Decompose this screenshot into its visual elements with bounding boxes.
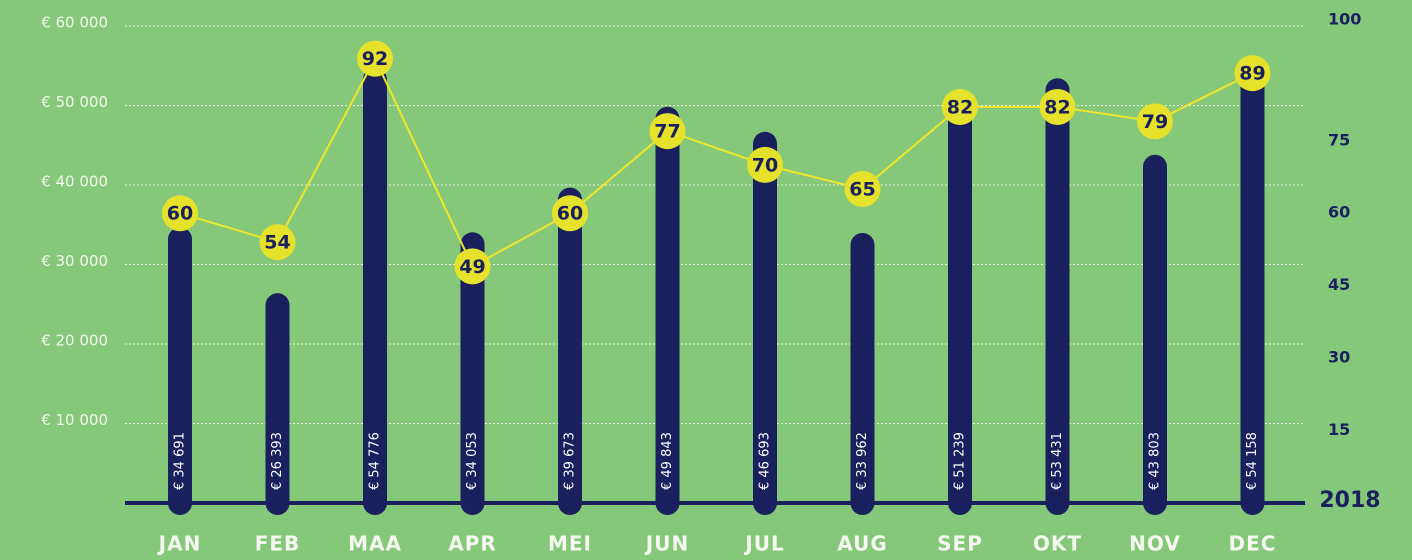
x-tick-label: JAN xyxy=(157,532,202,556)
point xyxy=(1039,88,1076,125)
point-label: 89 xyxy=(1239,63,1265,85)
value-label: € 43 803 xyxy=(1148,432,1163,490)
y2-tick-label: 30 xyxy=(1328,348,1350,367)
x-tick-label: AUG xyxy=(837,532,888,556)
value-label: € 34 691 xyxy=(173,432,188,490)
bar xyxy=(655,106,680,515)
point xyxy=(454,248,491,285)
y2-tick-label: 15 xyxy=(1328,420,1350,439)
x-tick-label: FEB xyxy=(255,532,301,556)
y-tick-label: € 50 000 xyxy=(41,93,108,111)
bar xyxy=(363,67,387,516)
point-label: 82 xyxy=(947,96,973,118)
bar xyxy=(1240,72,1265,515)
x-tick-label: OKT xyxy=(1033,532,1082,556)
value-label: € 54 776 xyxy=(368,432,383,490)
bar xyxy=(558,187,582,515)
value-label: € 53 431 xyxy=(1050,432,1065,490)
bar xyxy=(850,233,875,515)
bar xyxy=(1045,78,1070,516)
x-tick-label: NOV xyxy=(1129,532,1181,556)
value-label: € 46 693 xyxy=(758,432,773,490)
point xyxy=(747,146,783,183)
y-tick-label: € 40 000 xyxy=(41,173,108,191)
y-tick-label: € 60 000 xyxy=(41,14,108,32)
bar xyxy=(753,131,777,515)
x-tick-label: MAA xyxy=(348,532,402,556)
x-tick-label: JUN xyxy=(644,532,689,556)
point-label: 77 xyxy=(654,121,680,143)
point xyxy=(1137,103,1173,140)
value-label: € 39 673 xyxy=(563,432,578,490)
point-label: 70 xyxy=(752,154,778,176)
point xyxy=(552,195,588,232)
point xyxy=(162,195,198,232)
y-tick-label: € 10 000 xyxy=(41,411,108,429)
x-tick-label: MEI xyxy=(548,532,592,556)
x-tick-label: JUL xyxy=(743,532,784,556)
point xyxy=(259,224,296,261)
bar xyxy=(265,293,290,515)
point xyxy=(844,171,881,208)
x-tick-label: DEC xyxy=(1229,532,1277,556)
point-label: 60 xyxy=(167,203,193,225)
point-label: 79 xyxy=(1142,111,1168,133)
value-label: € 33 962 xyxy=(855,432,870,490)
value-label: € 51 239 xyxy=(953,432,968,490)
point-label: 65 xyxy=(849,179,875,201)
value-label: € 54 158 xyxy=(1245,432,1260,490)
bar xyxy=(948,95,972,515)
year-label: 2018 xyxy=(1319,488,1380,513)
y2-tick-label: 100 xyxy=(1328,10,1361,29)
bar xyxy=(168,227,192,515)
point xyxy=(357,40,393,77)
point-label: 92 xyxy=(362,48,388,70)
x-tick-label: APR xyxy=(448,532,497,556)
point xyxy=(649,113,686,150)
x-tick-label: SEP xyxy=(937,532,983,556)
value-label: € 26 393 xyxy=(270,432,285,490)
point-label: 54 xyxy=(264,232,290,254)
point-label: 82 xyxy=(1044,96,1070,118)
value-label: € 49 843 xyxy=(660,432,675,490)
y-tick-label: € 30 000 xyxy=(41,252,108,270)
value-label: € 34 053 xyxy=(465,432,480,490)
bar xyxy=(460,232,485,515)
point-label: 60 xyxy=(557,203,583,225)
point xyxy=(942,88,978,125)
y2-tick-label: 60 xyxy=(1328,203,1350,222)
point xyxy=(1234,55,1271,92)
y-tick-label: € 20 000 xyxy=(41,332,108,350)
y2-tick-label: 45 xyxy=(1328,275,1350,294)
point-label: 49 xyxy=(459,256,485,278)
y2-tick-label: 75 xyxy=(1328,130,1350,149)
bar xyxy=(1143,154,1167,515)
